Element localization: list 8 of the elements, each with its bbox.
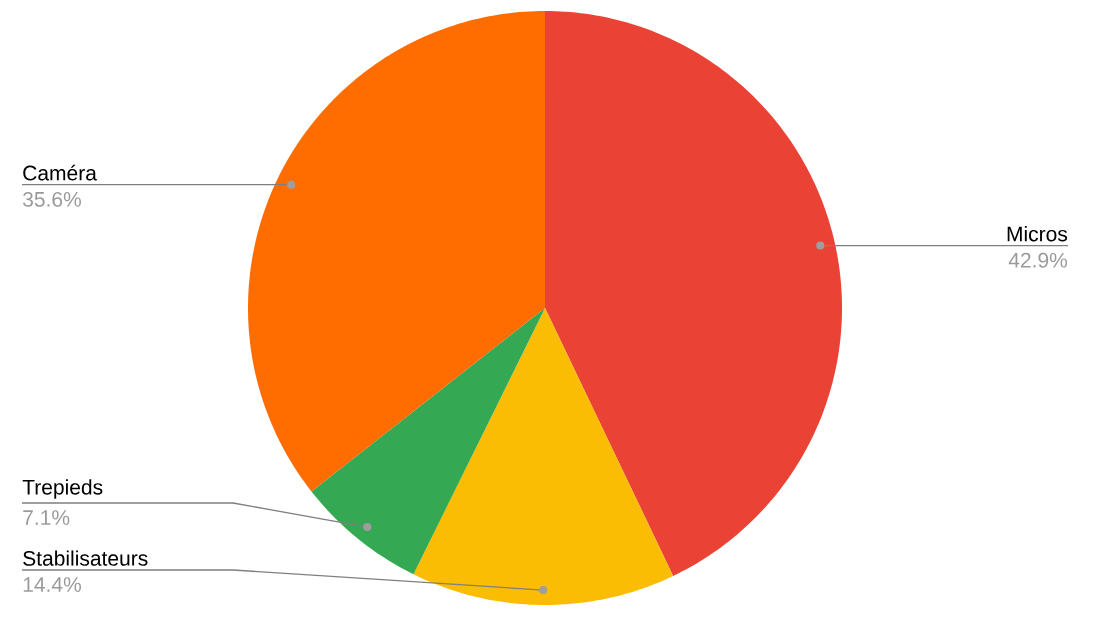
data-label: 35.6% [23,191,81,207]
data-label: 42.9% [1008,252,1068,268]
data-label: 14.4% [23,577,81,592]
slice-label: Stabilisateurs [23,550,148,566]
slice-label: Trepieds [22,479,103,499]
data-label: 7.1% [23,510,70,525]
slice-label: Caméra [23,164,97,181]
slice-label: Micros [1007,225,1068,242]
